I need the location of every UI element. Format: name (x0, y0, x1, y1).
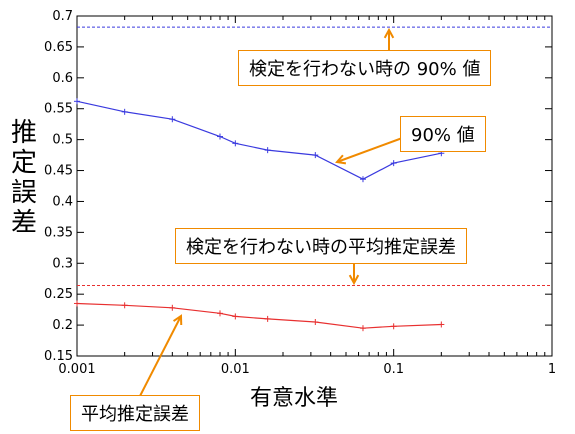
series-1-point (169, 116, 176, 123)
annotation-arrows (139, 27, 406, 397)
x-tick-label: 0.01 (221, 362, 250, 377)
y-tick-label: 0.6 (52, 71, 73, 86)
y-tick-label: 0.45 (44, 164, 73, 179)
series-2-point (312, 319, 319, 325)
x-tick-label: 1 (548, 362, 556, 377)
arrow-no-test-90-value (383, 27, 395, 50)
series-2-point (264, 315, 271, 322)
y-tick-label: 0.15 (44, 349, 73, 364)
y-tick-label: 0.2 (52, 318, 73, 333)
y-tick-label: 0.4 (52, 194, 73, 209)
series-2-point (232, 313, 239, 320)
y-ticks: 0.15 0.2 0.25 0.3 0.35 0.4 0.45 0.5 0.55 0.6 0.65 0… (44, 9, 552, 364)
y-tick-label: 0.7 (52, 9, 73, 24)
series-2-point (438, 321, 445, 328)
y-axis-label: 推定誤差 (10, 118, 37, 238)
annotation-mean-error: 平均推定誤差 (70, 395, 200, 431)
series-1-point (232, 140, 239, 147)
series-2-point (390, 323, 397, 330)
y-tick-label: 0.65 (44, 40, 73, 55)
series-2-point (169, 304, 176, 311)
plot-frame (76, 15, 553, 357)
y-tick-label: 0.55 (44, 102, 73, 117)
y-tick-label: 0.35 (44, 225, 73, 240)
arrow-90-value (335, 136, 406, 165)
series-layer (74, 98, 445, 332)
series-1-line (76, 100, 442, 180)
series-1-point (264, 147, 271, 154)
series-1-point (121, 108, 128, 115)
series-1-point (216, 133, 223, 140)
x-tick-label: 0.001 (58, 362, 95, 377)
series-1-point (74, 98, 80, 105)
series-2-line (76, 302, 442, 329)
series-2-point (359, 325, 366, 332)
reference-lines (77, 26, 552, 287)
x-tick-label: 0.1 (383, 362, 404, 377)
arrow-mean-error (139, 314, 183, 397)
annotation-90-value: 90% 値 (400, 116, 486, 152)
annotation-no-test-90-value: 検定を行わない時の 90% 値 (238, 50, 492, 86)
y-tick-label: 0.25 (44, 287, 73, 302)
series-1-point (390, 160, 397, 167)
y-tick-label: 0.5 (52, 133, 73, 148)
annotation-no-test-mean-error: 検定を行わない時の平均推定誤差 (175, 228, 467, 264)
series-2-point (216, 310, 223, 317)
series-1-point (312, 152, 319, 159)
series-2-point (121, 302, 128, 309)
x-axis-label: 有意水準 (250, 386, 339, 411)
y-tick-label: 0.3 (52, 256, 73, 271)
series-1-point (359, 176, 366, 183)
x-ticks: 0.001 0.01 0.1 1 (58, 16, 556, 377)
series-2-point (74, 300, 80, 307)
